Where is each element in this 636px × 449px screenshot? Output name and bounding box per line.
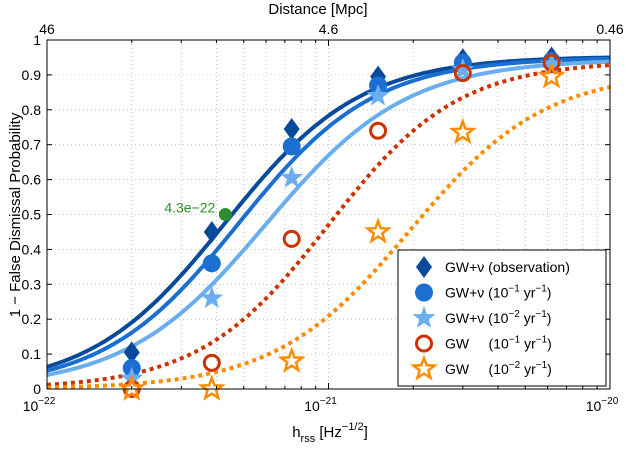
y-tick-label: 0 xyxy=(33,381,41,397)
y-tick-label: 0.1 xyxy=(22,346,42,362)
legend-marker-4 xyxy=(410,354,438,381)
data-point-s4-5 xyxy=(537,61,566,89)
x-tick-label: 10−20 xyxy=(586,396,619,414)
data-point-s2-4 xyxy=(451,57,475,80)
data-point-s4-3 xyxy=(364,217,392,244)
fit-curves xyxy=(46,55,611,390)
data-point-s3-5 xyxy=(542,53,561,72)
y-tick-label: 0.3 xyxy=(22,276,42,292)
annotation: 4.3e−22 xyxy=(164,200,232,221)
legend-marker-3 xyxy=(415,334,433,353)
series-curve-3 xyxy=(46,63,611,387)
y-tick-label: 0.7 xyxy=(22,137,42,153)
series-curve-2 xyxy=(46,59,611,377)
legend-label-3: GW (10−1 yr−1) xyxy=(445,335,552,352)
data-point-s1-2 xyxy=(282,137,301,156)
legend-label-0: GW+ν (observation) xyxy=(445,259,570,275)
data-point-s2-3 xyxy=(366,83,390,106)
y-tick-label: 0.6 xyxy=(22,172,42,188)
legend: GW+ν (observation) GW+ν (10−1 yr−1) GW+ν (… xyxy=(397,249,607,387)
data-point-s3-1 xyxy=(202,353,221,372)
data-point-s4-0 xyxy=(117,374,146,401)
data-point-s4-4 xyxy=(448,117,477,145)
y-tick-label: 1 xyxy=(33,32,41,48)
annotation-label: 4.3e−22 xyxy=(164,200,215,216)
data-markers xyxy=(117,46,566,401)
series-curve-1 xyxy=(46,56,611,373)
annotation-point xyxy=(218,208,232,221)
data-point-s3-3 xyxy=(369,121,388,140)
data-point-s2-1 xyxy=(200,286,224,308)
data-point-s0-0 xyxy=(123,341,140,364)
top-tick-label: 4.6 xyxy=(319,21,339,37)
data-point-s4-2 xyxy=(277,346,306,373)
top-tick-label: 46 xyxy=(39,21,55,37)
y-axis-label: 1 − False Dismissal Probability xyxy=(7,112,24,317)
axis-ticks: 0 0.1 0.2 0.3 0.4 0.5 0.6 0.7 0.8 0.9 1 10−22 10−21 1… xyxy=(22,21,624,414)
data-point-s0-1 xyxy=(203,220,220,243)
y-tick-label: 0.2 xyxy=(22,311,42,327)
legend-label-1: GW+ν (10−1 yr−1) xyxy=(445,284,551,301)
data-point-s4-1 xyxy=(197,374,226,401)
y-tick-label: 0.4 xyxy=(22,241,42,257)
legend-box xyxy=(397,249,607,387)
legend-label-4: GW (10−2 yr−1) xyxy=(445,360,552,377)
x-tick-label: 10−21 xyxy=(304,396,337,414)
legend-marker-2 xyxy=(412,306,436,328)
data-point-s2-2 xyxy=(280,165,304,188)
data-point-s3-4 xyxy=(453,64,472,83)
legend-label-2: GW+ν (10−2 yr−1) xyxy=(445,309,551,326)
data-point-s1-1 xyxy=(202,254,221,273)
y-tick-label: 0.8 xyxy=(22,102,42,118)
top-axis-label: Distance [Mpc] xyxy=(268,1,367,18)
y-tick-label: 0.5 xyxy=(22,207,42,223)
data-point-s3-2 xyxy=(282,229,301,248)
y-tick-label: 0.9 xyxy=(22,67,42,83)
legend-marker-0 xyxy=(416,256,432,278)
series-curve-4 xyxy=(47,85,611,390)
top-tick-label: 0.46 xyxy=(596,21,623,37)
x-tick-label: 10−22 xyxy=(23,396,56,414)
data-point-s0-2 xyxy=(283,117,300,140)
x-axis-label: hrss [Hz−1/2] xyxy=(292,421,368,445)
legend-marker-1 xyxy=(415,283,433,302)
